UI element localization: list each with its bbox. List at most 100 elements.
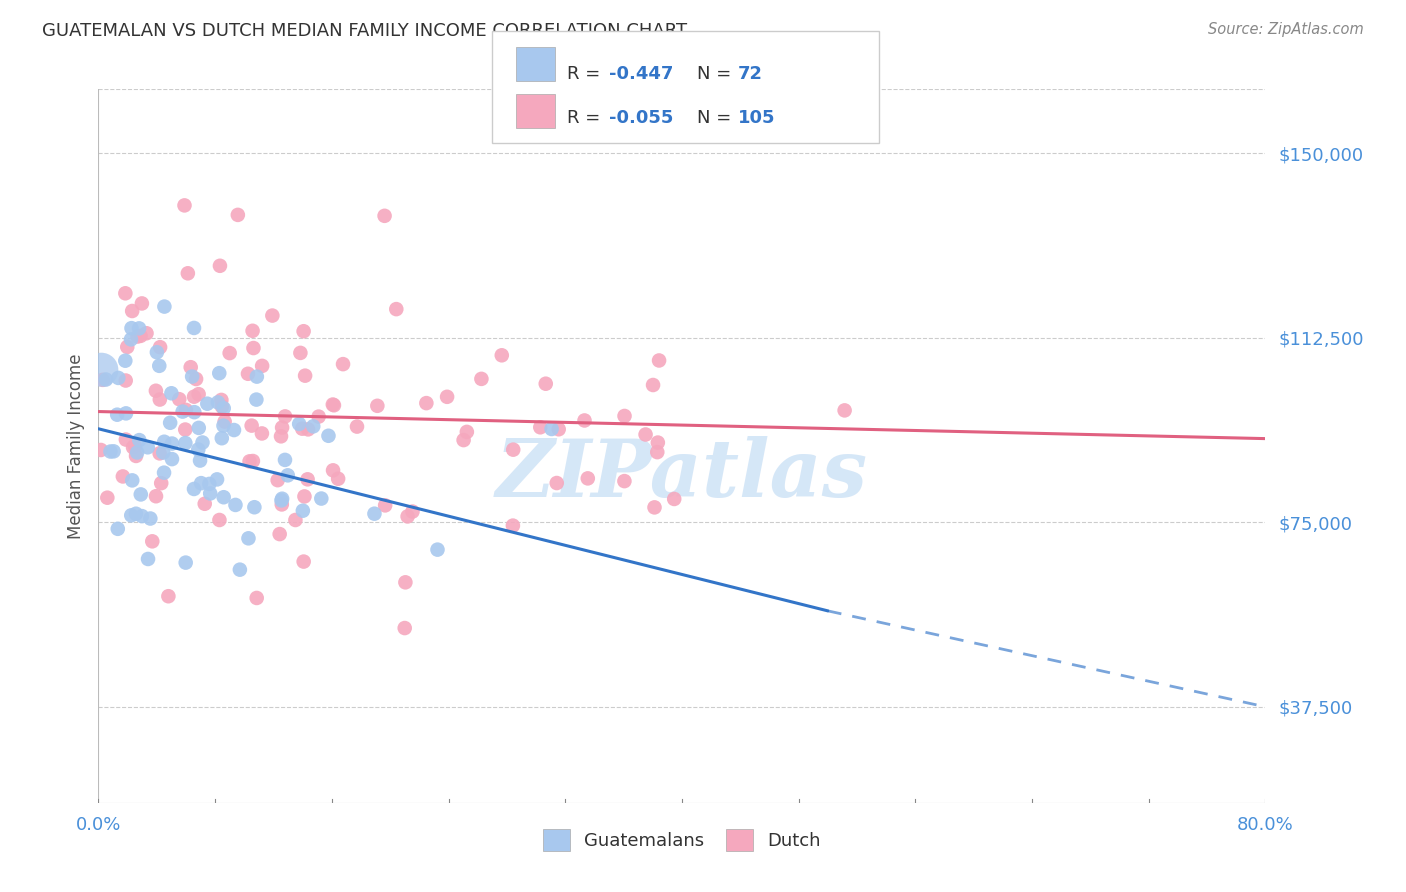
Text: R =: R = [567, 109, 606, 127]
Text: R =: R = [567, 64, 606, 83]
Point [547, 422, 569, 436]
Point [502, 442, 524, 457]
Point [456, 425, 478, 439]
Text: 72: 72 [738, 64, 763, 83]
Point [270, 497, 292, 511]
Point [311, 491, 333, 506]
Point [114, 374, 136, 388]
Point [242, 341, 264, 355]
Y-axis label: Median Family Income: Median Family Income [66, 353, 84, 539]
Point [145, 384, 167, 398]
Point [174, 403, 197, 417]
Point [211, 400, 233, 414]
Point [271, 491, 294, 506]
Point [262, 309, 284, 323]
Point [208, 366, 231, 380]
Point [111, 469, 134, 483]
Point [436, 390, 458, 404]
Point [114, 286, 136, 301]
Point [208, 513, 231, 527]
Point [363, 507, 385, 521]
Point [346, 419, 368, 434]
Point [107, 522, 129, 536]
Point [173, 198, 195, 212]
Point [103, 444, 125, 458]
Point [224, 498, 246, 512]
Point [374, 499, 396, 513]
Point [129, 329, 152, 343]
Point [270, 493, 292, 508]
Point [174, 556, 197, 570]
Point [546, 476, 568, 491]
Point [153, 466, 176, 480]
Point [136, 440, 159, 454]
Point [613, 474, 636, 488]
Point [135, 326, 157, 341]
Point [184, 372, 207, 386]
Point [191, 435, 214, 450]
Point [302, 419, 325, 434]
Point [212, 418, 235, 433]
Text: N =: N = [697, 109, 737, 127]
Point [181, 369, 204, 384]
Point [174, 436, 197, 450]
Point [124, 439, 146, 453]
Point [470, 372, 492, 386]
Point [128, 321, 150, 335]
Point [149, 446, 172, 460]
Point [374, 209, 396, 223]
Point [117, 340, 139, 354]
Point [322, 463, 344, 477]
Point [187, 387, 209, 401]
Point [183, 321, 205, 335]
Point [534, 376, 557, 391]
Point [127, 445, 149, 459]
Point [266, 473, 288, 487]
Point [291, 504, 314, 518]
Point [209, 392, 232, 407]
Point [529, 420, 551, 434]
Point [125, 449, 148, 463]
Point [212, 490, 235, 504]
Point [120, 508, 142, 523]
Text: GUATEMALAN VS DUTCH MEDIAN FAMILY INCOME CORRELATION CHART: GUATEMALAN VS DUTCH MEDIAN FAMILY INCOME… [42, 22, 688, 40]
Point [246, 369, 269, 384]
Point [149, 392, 172, 407]
Point [288, 417, 311, 431]
Point [271, 420, 294, 434]
Point [246, 591, 269, 605]
Legend: Guatemalans, Dutch: Guatemalans, Dutch [536, 822, 828, 858]
Point [190, 476, 212, 491]
Point [90, 362, 112, 376]
Point [211, 431, 233, 445]
Point [270, 429, 292, 443]
Point [332, 357, 354, 371]
Point [131, 296, 153, 310]
Point [277, 468, 299, 483]
Text: N =: N = [697, 64, 737, 83]
Point [187, 442, 209, 457]
Point [294, 368, 316, 383]
Point [105, 408, 128, 422]
Point [308, 409, 330, 424]
Point [647, 435, 669, 450]
Point [187, 421, 209, 435]
Point [149, 340, 172, 354]
Point [323, 398, 346, 412]
Point [157, 589, 180, 603]
Point [121, 321, 143, 335]
Point [96, 491, 118, 505]
Point [394, 575, 416, 590]
Point [174, 423, 197, 437]
Point [645, 445, 668, 459]
Point [297, 422, 319, 436]
Point [128, 433, 150, 447]
Point [229, 563, 252, 577]
Point [121, 304, 143, 318]
Point [634, 427, 657, 442]
Text: Source: ZipAtlas.com: Source: ZipAtlas.com [1208, 22, 1364, 37]
Point [172, 404, 194, 418]
Point [366, 399, 388, 413]
Point [127, 329, 149, 343]
Point [90, 442, 112, 457]
